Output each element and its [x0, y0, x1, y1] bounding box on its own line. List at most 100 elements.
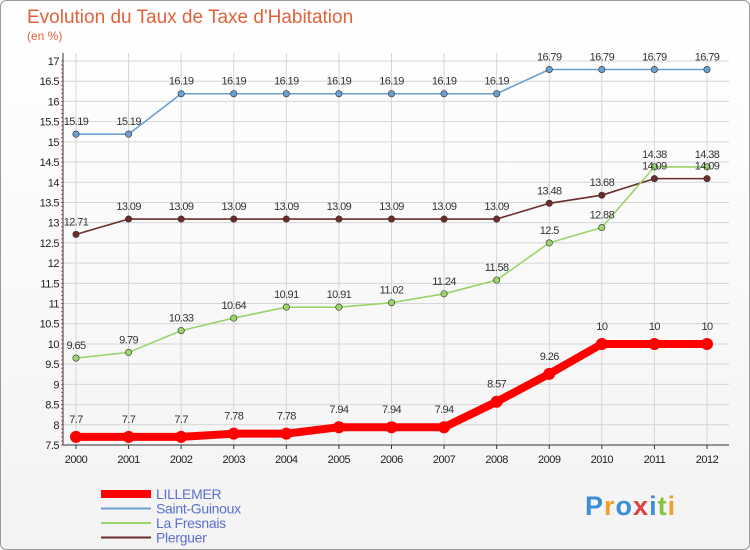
data-point [493, 276, 501, 284]
x-tick-label: 2002 [170, 454, 193, 466]
data-point [332, 421, 345, 434]
data-point [72, 354, 80, 362]
data-point [650, 65, 658, 73]
y-tick-label: 14.5 [40, 157, 60, 169]
data-point [703, 175, 711, 183]
proxiti-logo: Proxiti [585, 491, 676, 522]
y-tick-label: 13.5 [40, 197, 60, 209]
data-point [598, 65, 606, 73]
data-point [70, 430, 82, 443]
y-tick-label: 14 [48, 177, 60, 189]
y-tick-label: 13 [48, 218, 60, 230]
data-point [545, 199, 553, 207]
data-point [177, 90, 185, 98]
data-point [175, 430, 188, 443]
data-label: 14.38 [642, 149, 667, 161]
data-point [230, 215, 238, 223]
x-tick-label: 2011 [644, 454, 666, 466]
legend-entry: LILLEMER [156, 486, 221, 502]
legend-entry: La Fresnais [156, 515, 226, 531]
data-point [230, 314, 238, 322]
logo-letter: o [615, 491, 634, 521]
chart-title: Evolution du Taux de Taxe d'Habitation [27, 7, 354, 28]
data-point [703, 65, 711, 73]
data-point [335, 90, 343, 98]
data-point [598, 224, 606, 232]
data-label: 11.58 [485, 262, 509, 274]
x-tick-label: 2005 [328, 454, 351, 466]
data-label: 10.64 [221, 300, 246, 312]
data-label: 10 [596, 321, 608, 333]
data-point [545, 65, 553, 73]
logo-letter: t [657, 491, 668, 521]
data-point [335, 215, 343, 223]
data-label: 12.5 [540, 225, 559, 237]
data-label: 11.24 [432, 276, 456, 288]
logo-letter: P [585, 491, 605, 521]
grid [63, 53, 729, 446]
data-point [387, 215, 395, 223]
y-tick-label: 11 [49, 299, 60, 311]
y-tick-label: 9.5 [45, 359, 59, 371]
data-label: 10.91 [327, 289, 352, 301]
data-point [493, 90, 501, 98]
data-point [282, 303, 290, 311]
y-tick-label: 9 [53, 379, 59, 391]
x-tick-label: 2009 [538, 454, 561, 466]
data-label: 16.79 [590, 51, 615, 63]
data-label: 13.09 [484, 201, 509, 213]
legend-entry: Saint-Guinoux [156, 501, 241, 517]
x-tick-label: 2001 [117, 454, 140, 466]
data-label: 7.78 [277, 411, 296, 423]
data-point [125, 130, 133, 138]
data-point [598, 191, 606, 199]
data-point [595, 337, 608, 350]
data-point [72, 130, 80, 138]
x-tick-label: 2000 [65, 454, 88, 466]
data-label: 13.09 [116, 201, 141, 213]
logo-letter: x [633, 491, 650, 521]
data-label: 12.71 [64, 216, 89, 228]
data-point [701, 337, 713, 350]
data-point [125, 215, 133, 223]
data-label: 16.19 [432, 76, 457, 88]
y-axis-unit-label: (en %) [27, 29, 63, 43]
data-label: 13.09 [274, 201, 299, 213]
data-label: 9.26 [540, 351, 559, 363]
y-tick-label: 8 [53, 420, 59, 432]
x-tick-label: 2012 [696, 454, 719, 466]
x-tick-label: 2004 [275, 454, 298, 466]
x-tick-label: 2003 [223, 454, 246, 466]
data-label: 7.94 [435, 404, 454, 416]
data-label: 13.09 [169, 201, 194, 213]
data-point [335, 303, 343, 311]
data-label: 8.57 [487, 379, 506, 391]
data-point [543, 367, 556, 380]
data-labels: 7.7 7.7 7.7 7.78 7.78 7.94 7.94 7.94 8.57 9.26 10 1… [64, 51, 721, 425]
data-point [125, 348, 133, 356]
data-label: 14.38 [695, 149, 720, 161]
data-label: 15.19 [64, 116, 89, 128]
y-tick-label: 7.5 [45, 440, 59, 452]
data-label: 16.19 [169, 76, 194, 88]
data-point [282, 215, 290, 223]
data-label: 13.09 [379, 201, 404, 213]
axes: 7.5 8 8.5 9 9.5 10 10.5 11 11.5 12 12.5 13 13.5 14 14.… [40, 53, 729, 466]
data-point [545, 239, 553, 247]
data-label: 11.02 [380, 285, 404, 297]
data-point [440, 215, 448, 223]
logo-letter: i [649, 491, 658, 521]
data-point [438, 421, 451, 434]
data-label: 16.79 [537, 51, 562, 63]
data-point [703, 163, 711, 171]
data-label: 13.09 [327, 201, 352, 213]
data-label: 10 [701, 321, 713, 333]
data-point [440, 90, 448, 98]
y-tick-label: 11.5 [40, 278, 59, 290]
data-label: 16.19 [379, 76, 404, 88]
data-point [122, 430, 135, 443]
y-tick-label: 17 [48, 56, 60, 68]
data-label: 16.79 [642, 51, 667, 63]
